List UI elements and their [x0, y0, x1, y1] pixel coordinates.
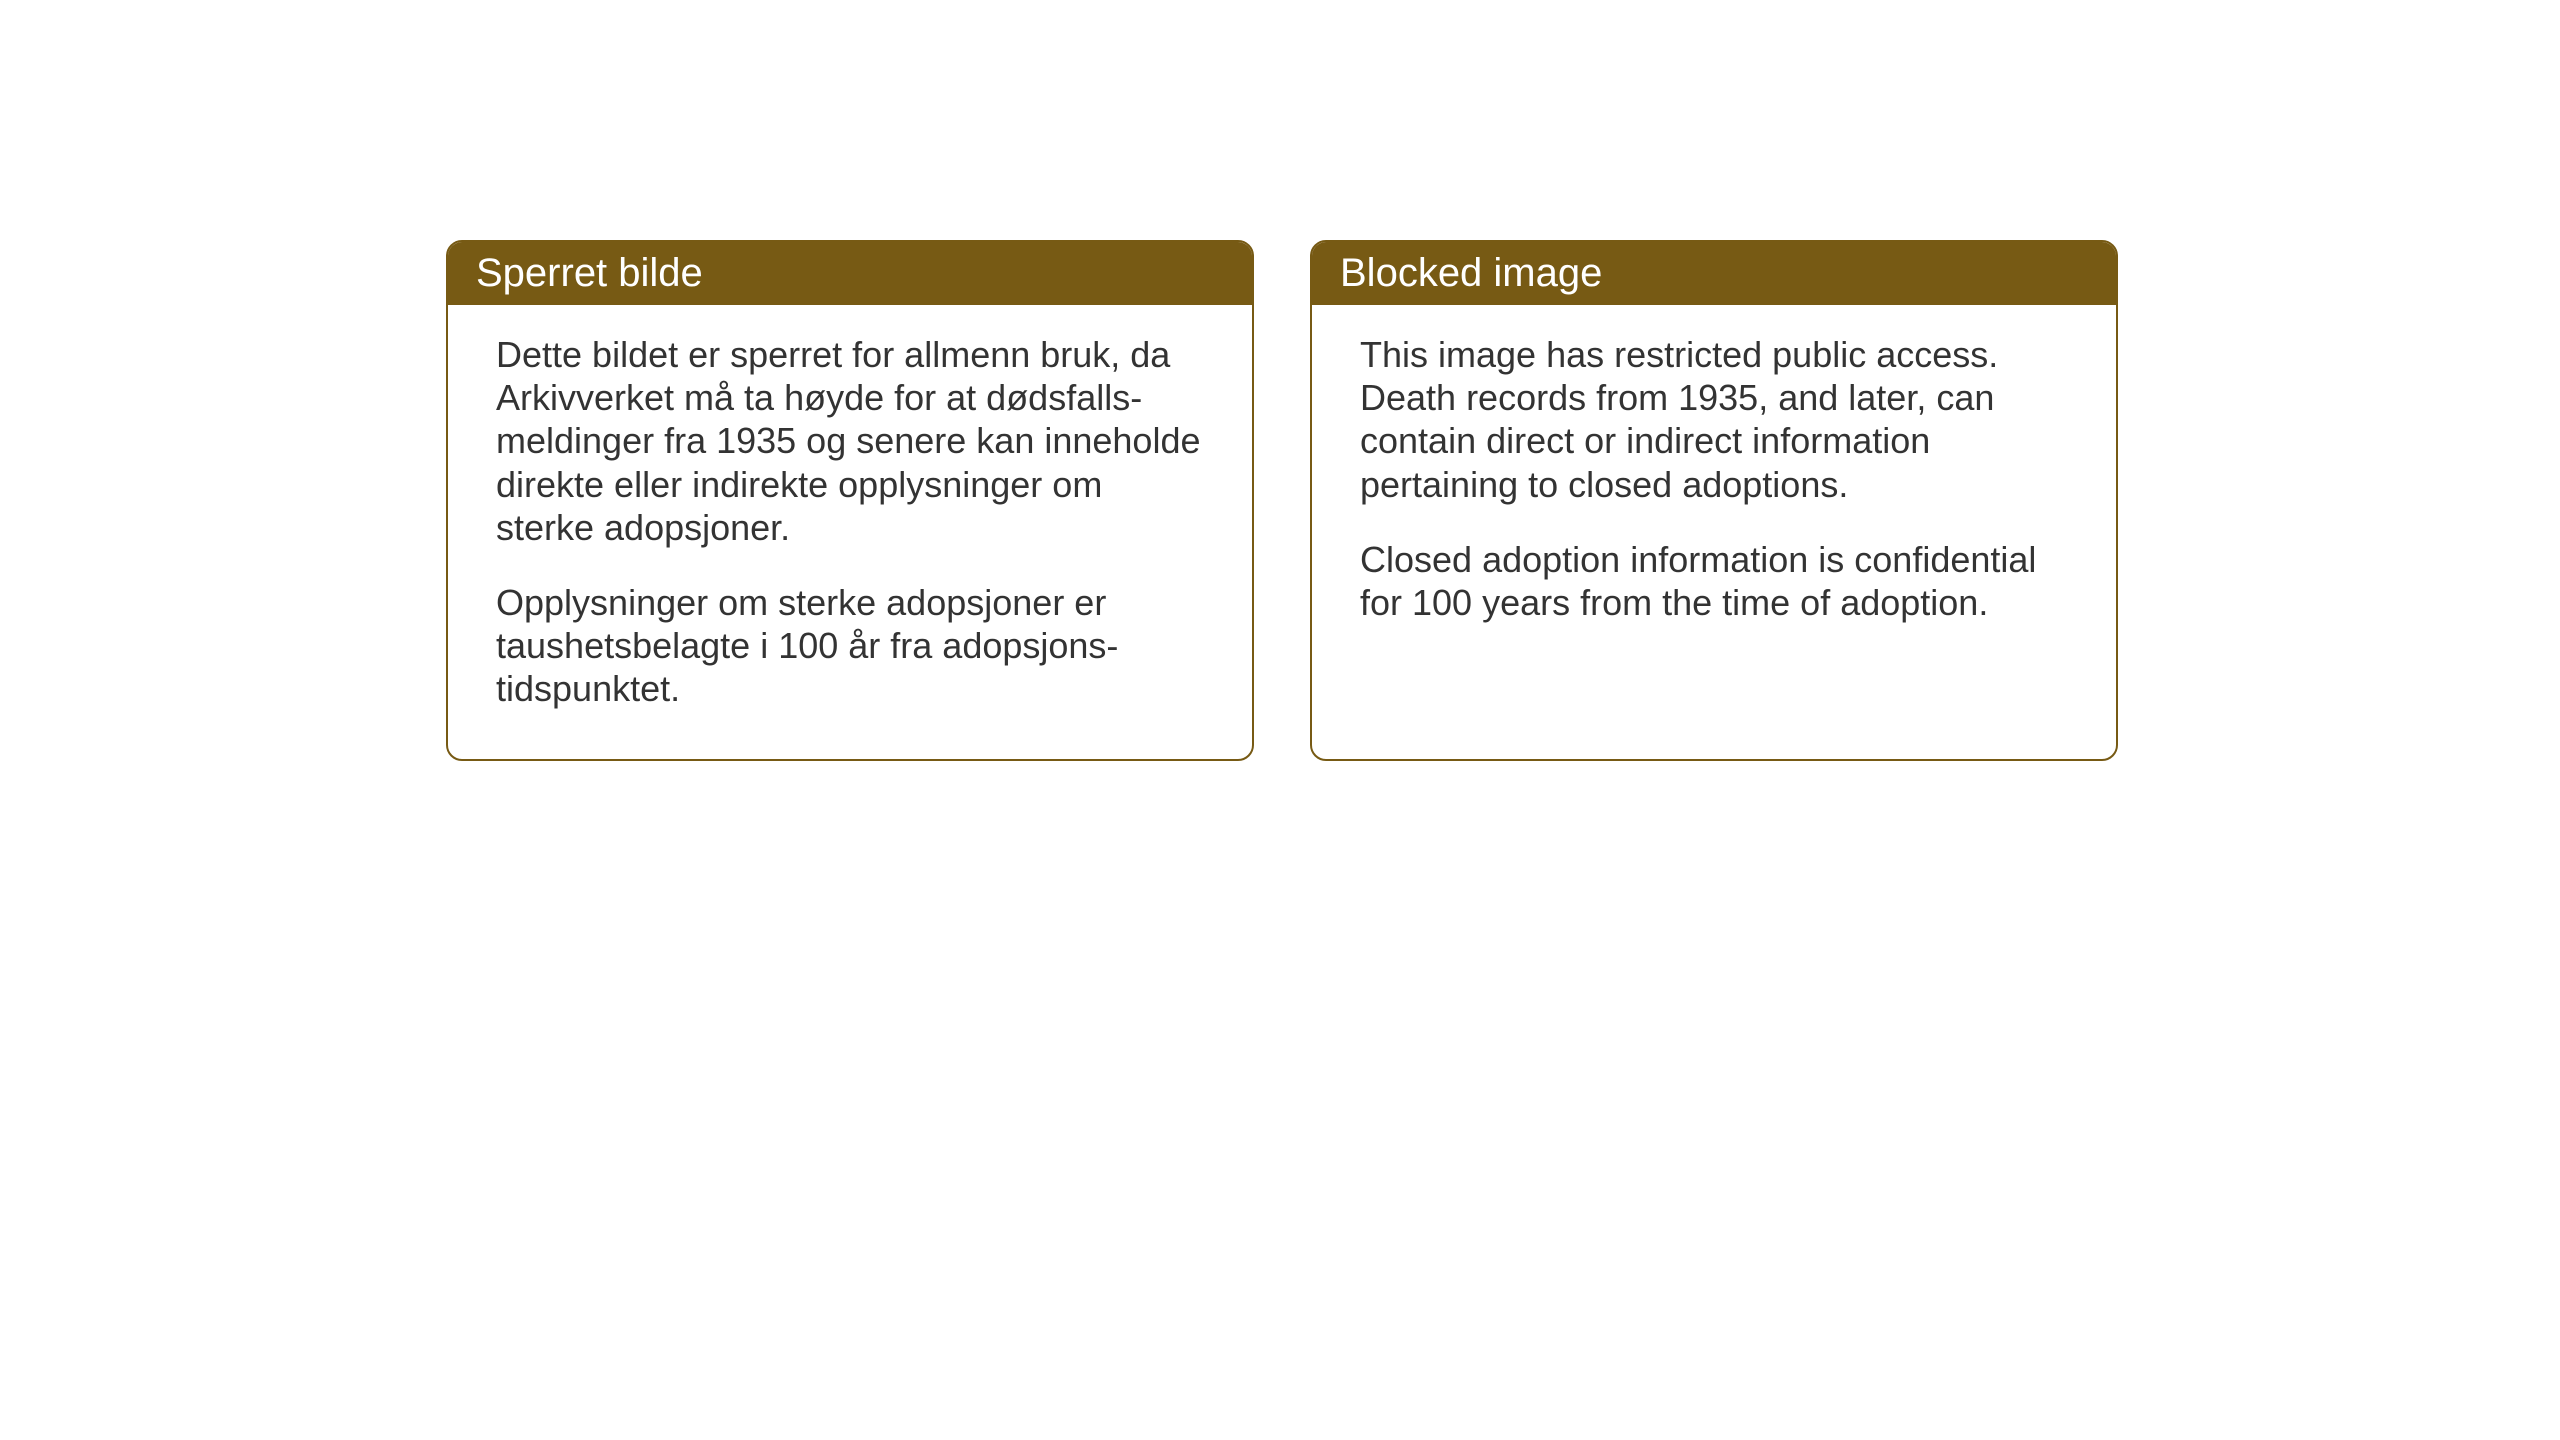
- paragraph-text: Opplysninger om sterke adopsjoner er tau…: [496, 581, 1204, 711]
- card-body-norwegian: Dette bildet er sperret for allmenn bruk…: [448, 305, 1252, 759]
- notice-card-english: Blocked image This image has restricted …: [1310, 240, 2118, 761]
- card-header-english: Blocked image: [1312, 242, 2116, 305]
- paragraph-text: This image has restricted public access.…: [1360, 333, 2068, 506]
- card-header-norwegian: Sperret bilde: [448, 242, 1252, 305]
- notice-card-norwegian: Sperret bilde Dette bildet er sperret fo…: [446, 240, 1254, 761]
- paragraph-text: Closed adoption information is confident…: [1360, 538, 2068, 624]
- paragraph-text: Dette bildet er sperret for allmenn bruk…: [496, 333, 1204, 549]
- notice-container: Sperret bilde Dette bildet er sperret fo…: [446, 240, 2118, 761]
- card-body-english: This image has restricted public access.…: [1312, 305, 2116, 672]
